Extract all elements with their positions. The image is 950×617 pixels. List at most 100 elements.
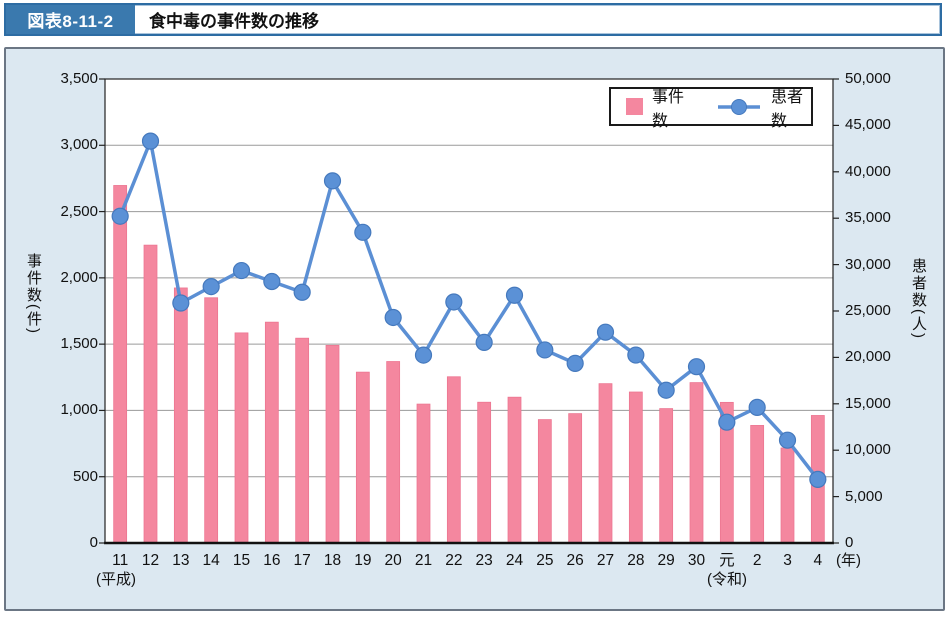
marker-24 (505, 286, 524, 304)
left-tick-label: 2,000 (60, 268, 98, 286)
x-axis-label-16: 16 (263, 552, 281, 569)
marker-14 (202, 278, 220, 296)
marker-18 (323, 172, 342, 190)
x-axis-label-28: 28 (627, 552, 645, 569)
marker-12 (141, 132, 160, 150)
marker-25 (536, 341, 554, 359)
x-axis-label-19: 19 (354, 552, 372, 569)
right-tick-label: 25,000 (845, 302, 891, 319)
x-axis-label-17: 17 (293, 552, 311, 569)
x-axis-label-3: 3 (783, 552, 792, 569)
bar-16 (264, 321, 279, 544)
marker-17 (293, 283, 311, 301)
x-axis-unit-label: (年) (836, 552, 861, 569)
line-series-glyph-icon (718, 98, 760, 115)
right-tick-label: 50,000 (845, 70, 891, 87)
marker-30 (687, 358, 706, 376)
right-tick-label: 5,000 (845, 487, 883, 505)
left-tick-label: 1,000 (60, 401, 98, 419)
marker-13 (172, 294, 190, 312)
x-axis-label-22: 22 (445, 552, 463, 569)
marker-11 (111, 207, 129, 225)
bar-26 (568, 413, 583, 544)
x-axis-label-元: 元 (719, 552, 735, 569)
x-axis-label-27: 27 (596, 552, 615, 569)
marker-29 (657, 381, 675, 399)
left-tick-label: 2,500 (60, 202, 98, 220)
bar-18 (325, 344, 340, 544)
bar-21 (416, 403, 431, 544)
bar-27 (598, 383, 613, 544)
left-tick-label: 500 (72, 467, 98, 485)
x-axis-label-15: 15 (232, 552, 251, 569)
bar-12 (143, 244, 158, 544)
x-axis-label-13: 13 (172, 552, 190, 569)
marker-23 (475, 333, 493, 352)
x-axis-label-24: 24 (505, 552, 524, 569)
bar-19 (355, 371, 370, 544)
figure-title: 食中毒の事件数の推移 (149, 12, 319, 31)
bar-22 (446, 376, 461, 544)
marker-2 (748, 398, 766, 416)
left-tick-label: 3,000 (60, 136, 98, 154)
right-tick-label: 0 (845, 534, 854, 551)
marker-19 (354, 223, 372, 241)
bar-29 (659, 408, 674, 544)
bar-2 (750, 425, 765, 544)
x-axis-label-30: 30 (687, 552, 706, 569)
right-tick-label: 40,000 (845, 162, 891, 180)
x-axis-label-4: 4 (813, 552, 823, 569)
chart-legend: 事件数 患者数 (609, 87, 813, 130)
bar-17 (295, 337, 310, 544)
left-tick-label: 1,500 (60, 335, 98, 353)
figure-number-tag: 図表8-11-2 (6, 5, 135, 34)
era-label-reiwa: (令和) (707, 571, 747, 588)
x-axis-label-2: 2 (752, 552, 762, 569)
era-label-heisei: (平成) (96, 571, 136, 588)
x-axis-label-20: 20 (384, 552, 402, 569)
marker-21 (414, 346, 433, 364)
marker-元 (718, 413, 736, 431)
left-axis-title: 事件数(件) (25, 253, 42, 335)
bar-30 (689, 382, 704, 544)
bar-11 (113, 185, 128, 544)
legend-marker (731, 98, 747, 115)
left-tick-label: 0 (89, 534, 98, 551)
x-axis-label-12: 12 (141, 552, 160, 569)
right-axis-title: 患者数(人) (910, 258, 927, 340)
right-tick-label: 35,000 (845, 209, 891, 227)
marker-20 (384, 308, 402, 327)
x-axis-label-18: 18 (323, 552, 342, 569)
x-axis-label-14: 14 (202, 552, 220, 569)
bar-14 (204, 297, 219, 544)
x-axis-label-21: 21 (414, 552, 433, 569)
right-tick-label: 15,000 (845, 394, 891, 412)
bar-24 (507, 396, 522, 544)
x-axis-label-25: 25 (536, 552, 554, 569)
right-tick-label: 10,000 (845, 441, 891, 459)
marker-15 (232, 261, 251, 280)
left-tick-label: 3,500 (60, 70, 98, 87)
marker-26 (566, 354, 584, 372)
right-tick-label: 30,000 (845, 255, 891, 273)
marker-27 (596, 323, 615, 341)
bar-25 (537, 419, 552, 544)
right-tick-label: 20,000 (845, 348, 891, 366)
x-axis-label-26: 26 (566, 552, 584, 569)
bar-15 (234, 332, 249, 544)
bar-20 (386, 361, 401, 544)
line-series-label: 患者数 (771, 88, 804, 130)
marker-22 (445, 293, 463, 311)
right-tick-label: 45,000 (845, 116, 891, 134)
marker-28 (627, 346, 645, 364)
bar-series-label: 事件数 (652, 88, 685, 130)
x-axis-label-29: 29 (657, 552, 675, 569)
marker-4 (809, 470, 827, 488)
x-axis-label-23: 23 (475, 552, 493, 569)
bar-13 (173, 287, 188, 544)
bar-3 (780, 447, 795, 544)
bar-series-swatch (626, 98, 643, 115)
bar-23 (477, 401, 492, 544)
marker-3 (778, 431, 797, 449)
